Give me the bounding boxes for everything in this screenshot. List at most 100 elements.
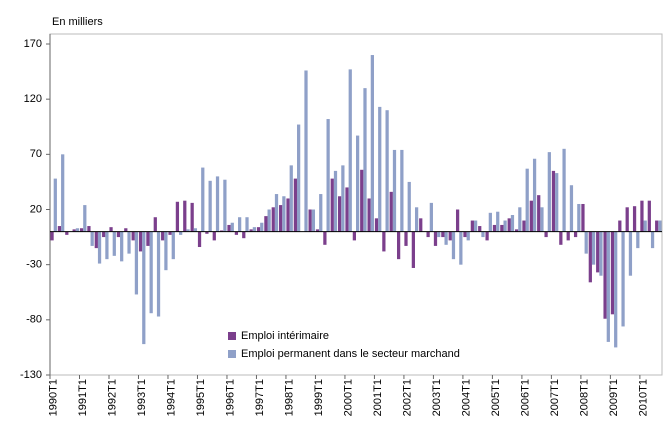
bar xyxy=(382,231,386,252)
bar xyxy=(146,231,150,246)
bar xyxy=(407,181,411,232)
bar xyxy=(356,135,360,232)
bar xyxy=(610,231,615,315)
bar xyxy=(168,231,172,235)
bar xyxy=(437,231,441,238)
x-tick-label: 2005T1 xyxy=(490,379,502,416)
bar xyxy=(193,228,198,232)
bar xyxy=(470,220,474,232)
bar xyxy=(367,198,371,232)
y-tick-label: 170 xyxy=(24,38,42,50)
bar xyxy=(544,231,548,238)
legend-swatch xyxy=(228,350,236,358)
bar xyxy=(596,231,600,273)
x-tick-label: 1990T1 xyxy=(48,379,60,416)
bar xyxy=(175,201,180,232)
x-tick-label: 2001T1 xyxy=(372,379,384,416)
bar xyxy=(529,200,533,232)
bar xyxy=(522,220,526,232)
bar xyxy=(234,231,239,235)
bar xyxy=(507,218,511,232)
bar xyxy=(230,222,234,232)
bar xyxy=(584,231,588,254)
bar xyxy=(628,231,633,276)
bar xyxy=(345,187,349,232)
bar xyxy=(201,167,205,232)
bar xyxy=(370,55,374,232)
bar xyxy=(419,218,423,232)
bar xyxy=(650,231,655,249)
bar xyxy=(215,176,220,232)
bar xyxy=(433,231,438,246)
x-tick-label: 2009T1 xyxy=(608,379,620,416)
bar xyxy=(547,152,551,232)
bar xyxy=(102,231,106,238)
bar xyxy=(485,231,489,241)
bar xyxy=(566,231,570,241)
bar xyxy=(537,195,541,232)
bar xyxy=(212,231,216,241)
bar xyxy=(466,231,470,241)
x-tick-label: 1995T1 xyxy=(195,379,207,416)
bar xyxy=(153,217,157,232)
bar xyxy=(503,220,507,232)
bar xyxy=(61,154,65,232)
bar xyxy=(171,231,175,260)
bar xyxy=(57,226,62,232)
bar xyxy=(142,231,146,345)
bar xyxy=(348,69,352,232)
bar xyxy=(308,209,312,232)
bar xyxy=(429,202,433,232)
bar xyxy=(658,220,662,232)
bar xyxy=(551,170,556,232)
bar xyxy=(573,231,578,238)
bar xyxy=(134,231,139,295)
bar xyxy=(525,168,529,232)
y-tick-label: -130 xyxy=(20,369,42,381)
bar xyxy=(441,231,445,238)
y-axis-label: En milliers xyxy=(52,16,103,28)
bar xyxy=(569,185,574,232)
bar xyxy=(603,231,607,319)
x-tick-label: 1998T1 xyxy=(284,379,296,416)
bar xyxy=(647,200,651,232)
x-tick-label: 2008T1 xyxy=(578,379,590,416)
bar xyxy=(478,226,482,232)
bar xyxy=(289,165,293,232)
x-tick-label: 2002T1 xyxy=(402,379,414,416)
bar xyxy=(161,231,165,241)
bar xyxy=(220,230,224,232)
bar xyxy=(120,231,124,262)
y-tick-label: 70 xyxy=(30,148,42,160)
bar xyxy=(459,231,463,265)
bar xyxy=(116,231,121,238)
bar xyxy=(625,207,629,232)
bar xyxy=(606,231,610,342)
bar xyxy=(555,173,559,232)
bar xyxy=(164,231,168,271)
bar xyxy=(614,231,618,348)
x-tick-label: 2000T1 xyxy=(343,379,355,416)
bar xyxy=(632,206,637,232)
x-tick-label: 2003T1 xyxy=(431,379,443,416)
legend-label: Emploi permanent dans le secteur marchan… xyxy=(241,348,460,360)
y-tick-label: 120 xyxy=(24,93,42,105)
bar xyxy=(242,231,246,239)
y-tick-label: -30 xyxy=(26,259,42,271)
bar xyxy=(131,231,135,241)
bar xyxy=(338,196,342,232)
bar xyxy=(271,207,275,232)
bar xyxy=(448,231,452,241)
bar xyxy=(183,200,187,232)
bar xyxy=(640,200,644,232)
x-tick-label: 2004T1 xyxy=(461,379,473,416)
bar xyxy=(400,149,404,232)
bar xyxy=(245,217,249,232)
bar xyxy=(352,231,356,241)
bar xyxy=(282,196,286,232)
bar xyxy=(124,228,128,232)
bar xyxy=(323,231,327,245)
bar xyxy=(341,165,345,232)
bar xyxy=(655,220,659,232)
